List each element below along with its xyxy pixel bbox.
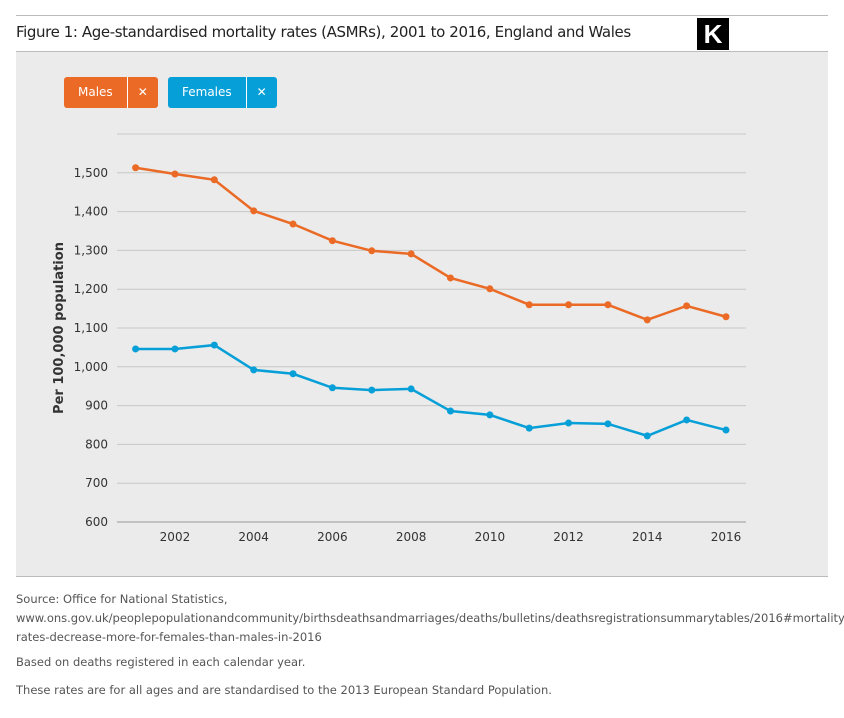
data-point-females[interactable]: [289, 370, 297, 378]
data-point-males[interactable]: [643, 316, 651, 324]
y-tick-label: 1,200: [74, 282, 108, 296]
data-point-females[interactable]: [328, 384, 336, 392]
series-line-males: [135, 166, 727, 322]
x-tick-label: 2014: [632, 530, 663, 544]
chart-panel: [16, 52, 828, 577]
y-tick-label: 800: [85, 437, 108, 451]
data-point-females[interactable]: [210, 341, 218, 349]
data-point-females[interactable]: [486, 411, 494, 419]
top-rule: [16, 15, 828, 16]
legend-label-males: Males: [78, 85, 113, 99]
data-point-males[interactable]: [446, 274, 454, 282]
x-tick-label: 2010: [475, 530, 506, 544]
data-point-males[interactable]: [368, 247, 376, 255]
legend-label-females: Females: [182, 85, 232, 99]
x-tick-label: 2016: [711, 530, 742, 544]
data-point-males[interactable]: [683, 302, 691, 310]
legend-chip-females[interactable]: Females ✕: [168, 77, 277, 108]
data-point-males[interactable]: [289, 220, 297, 228]
data-point-females[interactable]: [250, 366, 258, 374]
y-tick-label: 1,300: [74, 243, 108, 257]
data-point-males[interactable]: [407, 250, 415, 258]
source-note: Source: Office for National Statistics, …: [16, 592, 844, 644]
data-point-males[interactable]: [565, 301, 573, 309]
x-tick-label: 2006: [317, 530, 348, 544]
series-line-females: [135, 343, 727, 438]
data-point-males[interactable]: [486, 285, 494, 293]
data-point-females[interactable]: [604, 420, 612, 428]
y-tick-label: 600: [85, 515, 108, 529]
data-point-females[interactable]: [643, 432, 651, 440]
data-point-females[interactable]: [525, 424, 533, 432]
data-point-males[interactable]: [604, 301, 612, 309]
data-point-females[interactable]: [565, 419, 573, 427]
x-tick-label: 2004: [238, 530, 269, 544]
data-point-females[interactable]: [407, 385, 415, 393]
legend-chip-males[interactable]: Males ✕: [64, 77, 158, 108]
data-point-females[interactable]: [446, 407, 454, 415]
y-tick-label: 1,500: [74, 166, 108, 180]
basis-note: Based on deaths registered in each calen…: [16, 655, 306, 669]
data-point-males[interactable]: [171, 170, 179, 178]
x-tick-label: 2002: [160, 530, 191, 544]
data-point-males[interactable]: [525, 301, 533, 309]
data-point-males[interactable]: [328, 237, 336, 245]
data-point-males[interactable]: [722, 313, 730, 321]
data-point-males[interactable]: [132, 164, 140, 172]
logo: K: [697, 18, 729, 50]
title-rule: [16, 51, 828, 52]
remove-females-icon[interactable]: ✕: [245, 77, 277, 108]
data-point-males[interactable]: [250, 207, 258, 215]
y-axis-label: Per 100,000 population: [52, 242, 67, 414]
y-tick-label: 700: [85, 476, 108, 490]
data-point-females[interactable]: [132, 345, 140, 353]
standard-note: These rates are for all ages and are sta…: [16, 683, 552, 697]
x-tick-label: 2012: [553, 530, 584, 544]
data-point-females[interactable]: [683, 416, 691, 424]
data-point-females[interactable]: [722, 426, 730, 434]
y-tick-label: 1,400: [74, 205, 108, 219]
y-tick-label: 1,000: [74, 360, 108, 374]
chart-title: Figure 1: Age-standardised mortality rat…: [16, 23, 631, 41]
data-point-females[interactable]: [368, 386, 376, 394]
data-point-males[interactable]: [210, 176, 218, 184]
data-point-females[interactable]: [171, 345, 179, 353]
y-tick-label: 1,100: [74, 321, 108, 335]
x-tick-label: 2008: [396, 530, 427, 544]
remove-males-icon[interactable]: ✕: [126, 77, 158, 108]
y-tick-label: 900: [85, 399, 108, 413]
